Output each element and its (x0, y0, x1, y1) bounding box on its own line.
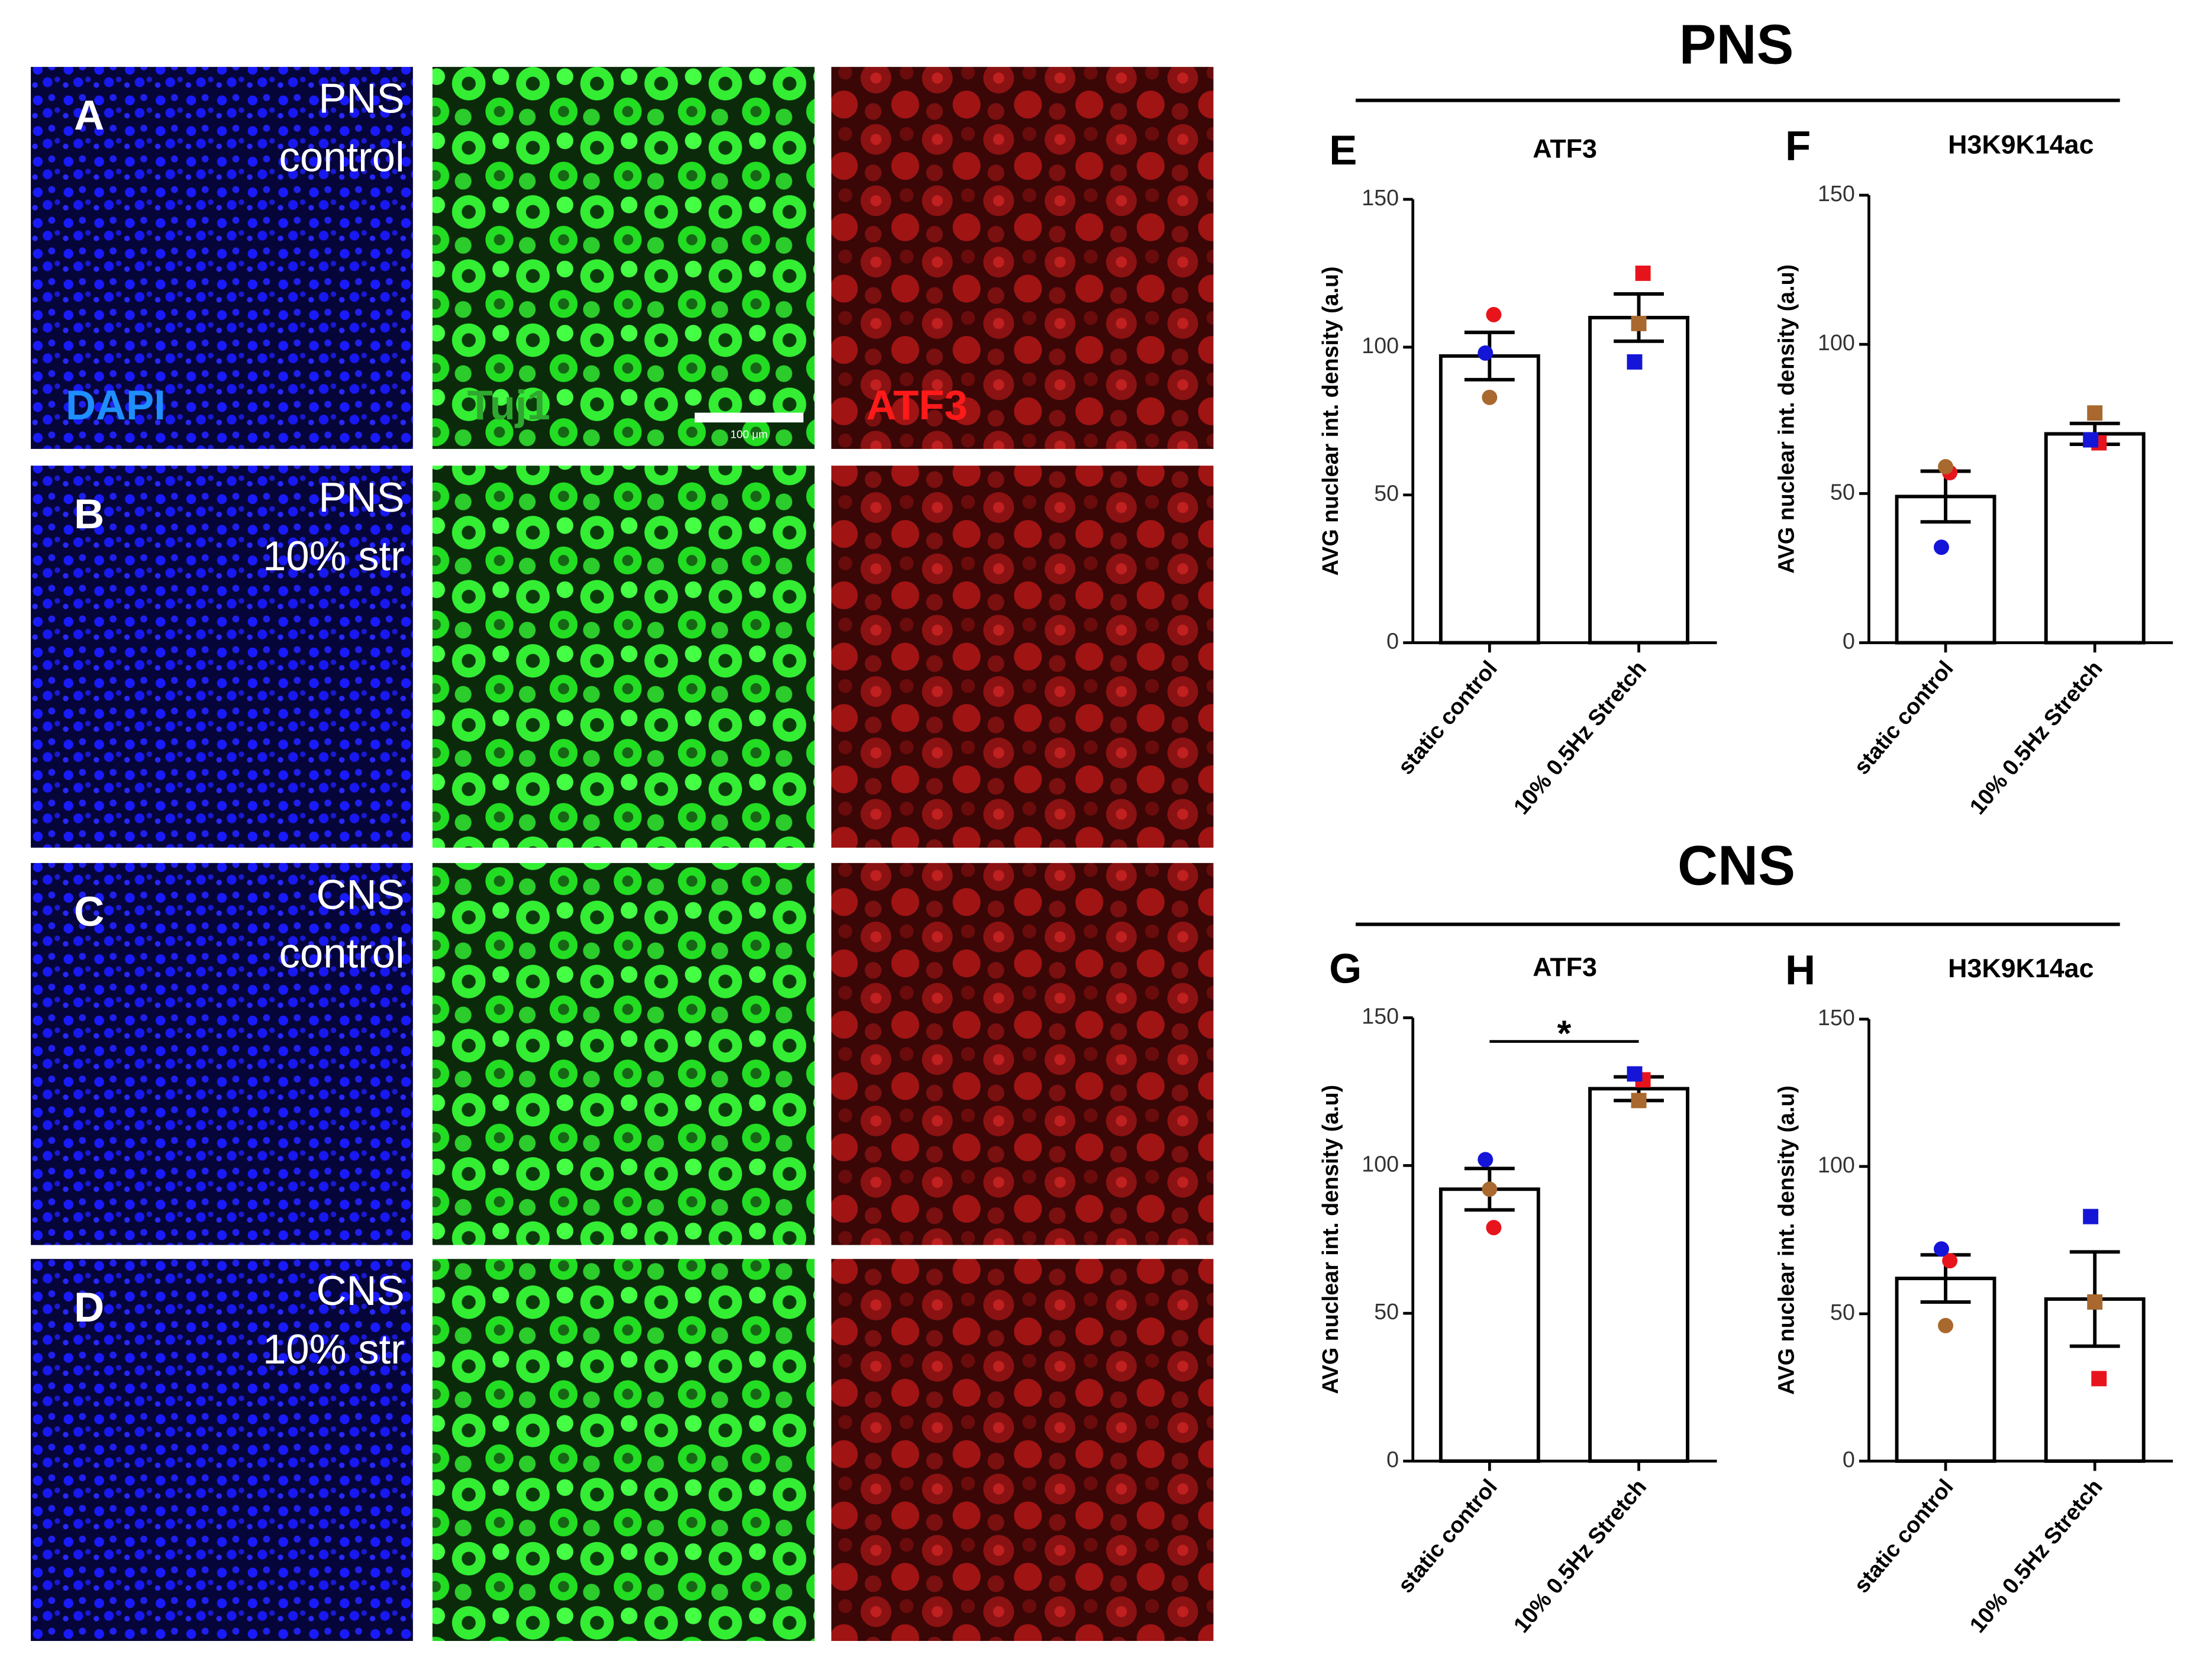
data-point (1482, 389, 1498, 405)
y-tick-label: 50 (1374, 1299, 1399, 1324)
x-tick-label: static control (1393, 656, 1502, 779)
y-tick-label: 100 (1362, 333, 1399, 358)
y-tick-label: 150 (1362, 185, 1399, 210)
condition-label: CNS (316, 871, 404, 917)
y-axis-label: AVG nuclear int. density (a.u) (1774, 264, 1799, 574)
x-tick-label: static control (1393, 1474, 1502, 1597)
data-point (1631, 1093, 1647, 1109)
data-point (2083, 1209, 2099, 1225)
condition-label: control (279, 929, 405, 976)
x-tick-label: 10% 0.5Hz Stretch (1508, 1474, 1651, 1637)
micrograph (831, 466, 1214, 848)
chart-title: H3K9K14ac (1948, 130, 2094, 159)
scale-bar-label: 100 μm (730, 428, 767, 440)
bar (2044, 432, 2146, 645)
data-point (1938, 458, 1953, 474)
micrograph (31, 67, 413, 449)
y-tick-label: 50 (1830, 479, 1855, 504)
condition-label: CNS (316, 1267, 404, 1314)
y-tick-label: 0 (1386, 628, 1399, 653)
y-tick-label: 100 (1818, 1152, 1855, 1177)
condition-label: 10% str (263, 1326, 405, 1372)
data-point (1627, 354, 1643, 370)
section-title: PNS (1679, 13, 1794, 75)
y-tick-label: 100 (1818, 330, 1855, 355)
micrograph (432, 862, 815, 1245)
data-point (1478, 1152, 1494, 1168)
x-tick-label: static control (1849, 1474, 1958, 1597)
scale-bar (694, 412, 804, 423)
x-tick-label: 10% 0.5Hz Stretch (1508, 656, 1651, 819)
x-tick-label: 10% 0.5Hz Stretch (1965, 1474, 2107, 1637)
data-point (1934, 539, 1949, 555)
y-tick-label: 50 (1374, 481, 1399, 506)
y-tick-label: 100 (1362, 1151, 1399, 1176)
data-point (1482, 1181, 1498, 1197)
micrograph (432, 466, 815, 848)
condition-label: PNS (318, 75, 404, 122)
data-point (2087, 1294, 2103, 1310)
panel-letter: A (74, 92, 104, 138)
y-tick-label: 0 (1843, 1447, 1855, 1472)
micrograph (31, 466, 413, 848)
micrograph (831, 862, 1214, 1245)
condition-label: PNS (318, 474, 404, 521)
condition-label: control (279, 134, 405, 180)
chart-title: H3K9K14ac (1948, 954, 2094, 983)
micrograph (831, 67, 1214, 449)
data-point (1627, 1066, 1643, 1082)
channel-label: Tuj1 (467, 382, 550, 428)
micrograph (31, 1259, 413, 1642)
micrograph (831, 1259, 1214, 1642)
data-point (1486, 1220, 1502, 1236)
data-point (2083, 432, 2099, 448)
data-point (2087, 405, 2103, 421)
y-axis-label: AVG nuclear int. density (a.u) (1318, 1085, 1343, 1394)
channel-label: DAPI (66, 382, 166, 428)
panel-letter: G (1329, 945, 1362, 991)
x-tick-label: 10% 0.5Hz Stretch (1965, 656, 2107, 819)
bar (1438, 1187, 1540, 1463)
condition-label: 10% str (263, 532, 405, 579)
bar (1895, 1277, 1996, 1463)
data-point (1934, 1241, 1949, 1257)
data-point (1938, 1317, 1953, 1333)
panel-letter: B (74, 490, 104, 537)
section-title: CNS (1678, 835, 1795, 897)
data-point (1486, 306, 1502, 322)
significance-mark: * (1557, 1013, 1572, 1053)
data-point (1635, 265, 1651, 281)
bar (1588, 315, 1689, 645)
y-tick-label: 150 (1818, 1005, 1855, 1030)
micrograph-panels: A PNS control B PNS 10% str C CNS control D CNS 10%… (31, 67, 1214, 1642)
y-tick-label: 50 (1830, 1300, 1855, 1324)
micrograph (31, 862, 413, 1245)
panel-letter: E (1329, 127, 1357, 173)
data-point (2091, 1371, 2107, 1387)
bar (1588, 1087, 1689, 1463)
channel-label: ATF3 (866, 382, 967, 428)
micrograph (432, 67, 815, 449)
panel-letter: C (74, 888, 104, 935)
chart-title: ATF3 (1533, 134, 1597, 163)
micrograph (432, 1259, 815, 1642)
panel-letter: F (1785, 122, 1811, 169)
y-tick-label: 150 (1362, 1003, 1399, 1028)
y-axis-label: AVG nuclear int. density (a.u) (1318, 266, 1343, 576)
x-tick-label: static control (1849, 656, 1958, 779)
y-tick-label: 150 (1818, 181, 1855, 206)
panel-letter: H (1785, 946, 1815, 993)
panel-letter: D (74, 1284, 104, 1330)
data-point (1631, 315, 1647, 331)
data-point (1478, 345, 1494, 361)
data-point (1942, 1253, 1958, 1269)
chart-title: ATF3 (1533, 952, 1597, 982)
y-tick-label: 0 (1386, 1447, 1399, 1472)
y-tick-label: 0 (1843, 628, 1855, 653)
y-axis-label: AVG nuclear int. density (a.u) (1774, 1085, 1799, 1395)
